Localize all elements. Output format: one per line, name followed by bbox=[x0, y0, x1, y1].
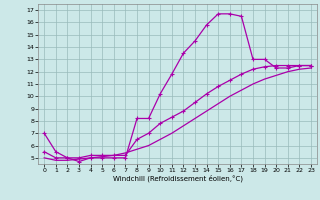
X-axis label: Windchill (Refroidissement éolien,°C): Windchill (Refroidissement éolien,°C) bbox=[113, 175, 243, 182]
